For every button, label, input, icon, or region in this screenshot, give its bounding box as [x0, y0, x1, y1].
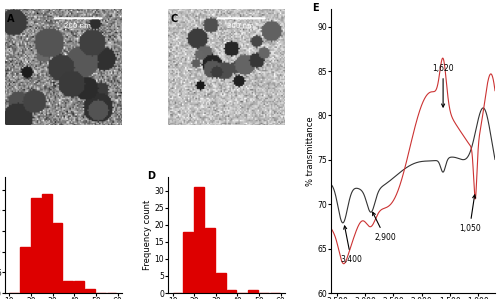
Line: MNPs: MNPs — [332, 108, 495, 223]
Bar — [64, 280, 73, 293]
Bar — [52, 223, 62, 293]
Text: C: C — [170, 14, 178, 24]
MNPs-APTES — [394, 190, 400, 194]
Bar — [20, 248, 30, 293]
MNPs — [340, 221, 346, 225]
Bar — [226, 290, 236, 293]
Text: 200 nm: 200 nm — [64, 23, 91, 29]
MNPs — [344, 211, 349, 214]
MNPs-APTES — [492, 89, 498, 92]
MNPs — [480, 106, 486, 110]
Bar — [74, 280, 84, 293]
Bar — [216, 273, 226, 293]
MNPs — [422, 159, 428, 163]
Bar — [248, 290, 258, 293]
Bar — [205, 228, 214, 293]
Text: 3,400: 3,400 — [340, 226, 362, 264]
Line: MNPs-APTES: MNPs-APTES — [332, 58, 495, 264]
Text: A: A — [8, 14, 15, 24]
Text: D: D — [147, 171, 155, 181]
MNPs-APTES — [422, 96, 428, 100]
MNPs-APTES — [341, 262, 347, 266]
MNPs-APTES — [330, 229, 336, 233]
Text: E: E — [312, 3, 318, 13]
Bar — [42, 194, 51, 293]
MNPs — [394, 173, 400, 176]
MNPs — [330, 185, 336, 188]
MNPs-APTES — [440, 56, 446, 60]
Bar — [31, 198, 40, 293]
Text: 200 nm: 200 nm — [227, 23, 254, 29]
MNPs — [492, 158, 498, 161]
MNPs-APTES — [464, 138, 469, 142]
Text: 1,620: 1,620 — [432, 64, 454, 107]
MNPs-APTES — [442, 66, 448, 70]
Bar — [184, 232, 193, 293]
Text: 2,900: 2,900 — [372, 212, 396, 242]
MNPs-APTES — [328, 227, 334, 231]
Y-axis label: Frequency count: Frequency count — [142, 200, 152, 270]
Text: 1,050: 1,050 — [458, 195, 480, 233]
Bar — [194, 187, 204, 293]
Bar — [85, 289, 95, 293]
MNPs — [328, 183, 334, 187]
MNPs — [442, 167, 448, 170]
MNPs-APTES — [344, 258, 349, 261]
Y-axis label: % transmittance: % transmittance — [306, 116, 314, 186]
MNPs — [464, 157, 469, 160]
